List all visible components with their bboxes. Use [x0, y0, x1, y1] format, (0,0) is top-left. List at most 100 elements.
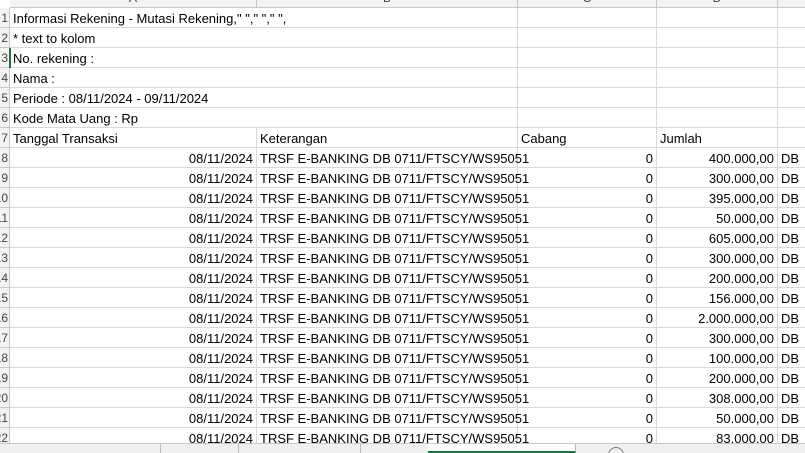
table-cell: TRSF E-BANKING DB 0711/FTSCY/WS95051	[257, 408, 529, 428]
table-cell: TRSF E-BANKING DB 0711/FTSCY/WS95051	[257, 368, 529, 388]
sheet-tab[interactable]	[238, 444, 361, 453]
table-cell: 0	[518, 148, 657, 168]
table-cell: 0	[518, 368, 657, 388]
table-cell: 08/11/2024	[10, 308, 257, 328]
empty-cell	[518, 68, 657, 88]
table-cell: DB	[778, 148, 805, 168]
table-cell: 2.000.000,00	[657, 308, 778, 328]
table-cell: 08/11/2024	[10, 208, 257, 228]
table-cell: DB	[778, 408, 805, 428]
table-cell: 08/11/2024	[10, 368, 257, 388]
table-cell: 0	[518, 248, 657, 268]
table-cell: 08/11/2024	[10, 348, 257, 368]
row-header: 19	[0, 368, 10, 388]
table-cell: DB	[778, 208, 805, 228]
row-header: 4	[0, 68, 10, 88]
sheet-tab[interactable]	[160, 444, 239, 453]
empty-cell	[518, 48, 657, 68]
empty-cell	[257, 88, 518, 108]
table-cell: 605.000,00	[657, 228, 778, 248]
table-cell: 0	[518, 168, 657, 188]
table-cell: TRSF E-BANKING DB 0711/FTSCY/WS95051	[257, 348, 529, 368]
column-header	[778, 0, 805, 8]
table-cell: 156.000,00	[657, 288, 778, 308]
table-cell: 300.000,00	[657, 248, 778, 268]
table-cell: DB	[778, 268, 805, 288]
empty-cell	[518, 88, 657, 108]
selected-cell-border	[9, 48, 11, 68]
empty-cell	[778, 128, 805, 148]
row-header: 1	[0, 8, 10, 28]
table-cell: 0	[518, 388, 657, 408]
table-cell: 08/11/2024	[10, 268, 257, 288]
empty-cell	[257, 8, 518, 28]
empty-cell	[657, 48, 778, 68]
table-cell: 308.000,00	[657, 388, 778, 408]
table-cell: 0	[518, 328, 657, 348]
table-cell: DB	[778, 168, 805, 188]
row-header: 2	[0, 28, 10, 48]
table-cell: DB	[778, 348, 805, 368]
table-cell: TRSF E-BANKING DB 0711/FTSCY/WS95051	[257, 328, 529, 348]
empty-cell	[778, 68, 805, 88]
table-cell: 0	[518, 288, 657, 308]
empty-cell	[657, 88, 778, 108]
table-cell: 300.000,00	[657, 328, 778, 348]
empty-cell	[257, 108, 518, 128]
table-cell: 395.000,00	[657, 188, 778, 208]
table-cell: 08/11/2024	[10, 188, 257, 208]
empty-cell	[657, 28, 778, 48]
table-cell: 0	[518, 348, 657, 368]
table-cell: 400.000,00	[657, 148, 778, 168]
table-cell: 200.000,00	[657, 268, 778, 288]
table-cell: 0	[518, 408, 657, 428]
table-cell: DB	[778, 368, 805, 388]
table-cell: DB	[778, 228, 805, 248]
empty-cell	[778, 28, 805, 48]
column-header: C	[518, 0, 657, 8]
table-cell: 0	[518, 268, 657, 288]
info-cell: * text to kolom	[10, 28, 257, 48]
row-header: 6	[0, 108, 10, 128]
table-cell: 200.000,00	[657, 368, 778, 388]
row-header: 10	[0, 188, 10, 208]
row-header: 7	[0, 128, 10, 148]
row-header: 14	[0, 268, 10, 288]
sheet-tabs	[0, 443, 805, 453]
row-header: 17	[0, 328, 10, 348]
table-header-cell: Tanggal Transaksi	[10, 128, 257, 148]
info-cell: No. rekening :	[10, 48, 257, 68]
sheet-tab[interactable]	[90, 444, 161, 453]
column-header: B	[257, 0, 518, 8]
empty-cell	[657, 108, 778, 128]
row-header: 18	[0, 348, 10, 368]
active-sheet-tab[interactable]	[428, 444, 576, 453]
table-cell: TRSF E-BANKING DB 0711/FTSCY/WS95051	[257, 168, 529, 188]
empty-cell	[257, 28, 518, 48]
info-cell: Nama :	[10, 68, 257, 88]
empty-cell	[778, 48, 805, 68]
table-cell: TRSF E-BANKING DB 0711/FTSCY/WS95051	[257, 268, 529, 288]
empty-cell	[778, 108, 805, 128]
table-cell: 08/11/2024	[10, 388, 257, 408]
empty-cell	[657, 8, 778, 28]
row-header: 15	[0, 288, 10, 308]
table-cell: 08/11/2024	[10, 148, 257, 168]
table-cell: 08/11/2024	[10, 248, 257, 268]
add-sheet-button[interactable]	[608, 447, 624, 453]
table-cell: 300.000,00	[657, 168, 778, 188]
table-cell: 50.000,00	[657, 208, 778, 228]
table-cell: TRSF E-BANKING DB 0711/FTSCY/WS95051	[257, 248, 529, 268]
table-cell: 08/11/2024	[10, 328, 257, 348]
table-cell: DB	[778, 328, 805, 348]
column-header: A	[10, 0, 257, 8]
table-header-cell: Cabang	[518, 128, 657, 148]
sheet-tab[interactable]	[360, 444, 429, 453]
table-cell: DB	[778, 288, 805, 308]
table-cell: 08/11/2024	[10, 168, 257, 188]
empty-cell	[657, 68, 778, 88]
table-cell: DB	[778, 248, 805, 268]
table-cell: TRSF E-BANKING DB 0711/FTSCY/WS95051	[257, 148, 529, 168]
table-cell: TRSF E-BANKING DB 0711/FTSCY/WS95051	[257, 228, 529, 248]
table-cell: 50.000,00	[657, 408, 778, 428]
